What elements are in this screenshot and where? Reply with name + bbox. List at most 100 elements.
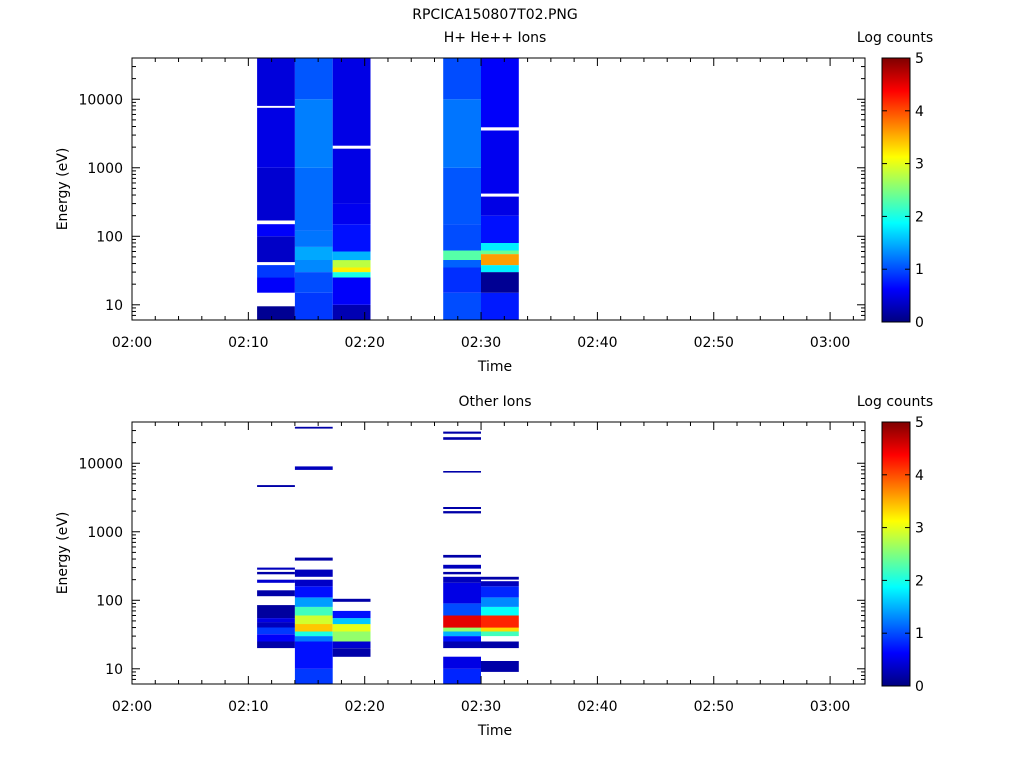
plot-frame: [131, 57, 866, 321]
x-tick-label: 02:50: [694, 699, 734, 715]
heatmap-cell: [332, 267, 371, 273]
y-axis: 10 100 1000 10000: [78, 421, 865, 685]
x-tick-label: 03:00: [810, 699, 850, 715]
heatmap-cell: [481, 242, 519, 251]
colorbar-tick-label: 2: [915, 573, 924, 589]
heatmap-cell: [332, 631, 371, 642]
heatmap-cell: [294, 586, 333, 598]
heatmap-cell: [481, 641, 519, 649]
y-tick-label: 10000: [78, 92, 123, 108]
x-axis-label: Time: [477, 723, 512, 739]
figure-title: RPCICA150807T02.PNG: [412, 7, 577, 23]
x-tick-label: 02:40: [577, 699, 617, 715]
heatmap-cell: [481, 58, 519, 128]
heatmap-cell: [332, 260, 371, 268]
heatmap-cell: [443, 250, 481, 260]
heatmap-cell: [332, 277, 371, 305]
heatmap-cell: [257, 236, 295, 263]
panel-h-he-ions: H+ He++ Ions 02:00 02:10 02:20 02:30 02:40 02…: [55, 30, 933, 375]
y-axis: 10 100 1000 10000: [78, 57, 865, 321]
heatmap-cell: [443, 437, 481, 440]
heatmap-cell: [443, 582, 481, 604]
heatmap-cell: [443, 668, 481, 684]
heatmap-cell: [443, 292, 481, 320]
heatmap-cell: [332, 58, 371, 146]
heatmap-cell: [294, 606, 333, 616]
heatmap-cell: [481, 576, 519, 580]
heatmap-cell: [257, 605, 295, 619]
heatmap-cell: [481, 597, 519, 607]
heatmap-cell: [294, 569, 333, 577]
heatmap-cell: [481, 292, 519, 320]
heatmap-cell: [257, 277, 295, 293]
heatmap-cell: [443, 576, 481, 583]
y-axis-label: Energy (eV): [55, 512, 71, 595]
heatmap-cell: [443, 507, 481, 509]
heatmap-cell: [481, 586, 519, 598]
heatmap-cell: [294, 631, 333, 637]
heatmap-cell: [481, 265, 519, 273]
heatmap-cell: [481, 661, 519, 672]
y-tick-label: 10: [105, 298, 123, 314]
heatmap-cell: [257, 567, 295, 570]
heatmap-cell: [332, 610, 371, 619]
x-axis: 02:00 02:10 02:20 02:30 02:40 02:50 03:00: [112, 422, 854, 715]
x-tick-label: 02:10: [228, 335, 268, 351]
colorbar-label: Log counts: [857, 394, 933, 410]
heatmap-cell: [257, 627, 295, 635]
colorbar-tick-label: 5: [915, 415, 924, 431]
x-axis-label: Time: [477, 359, 512, 375]
heatmap-cell: [443, 564, 481, 569]
heatmap-cell: [443, 636, 481, 642]
heatmap-cell: [481, 627, 519, 632]
heatmap-cell: [294, 557, 333, 561]
heatmap-cell: [332, 648, 371, 657]
heatmap-cell: [443, 603, 481, 616]
heatmap-cell: [257, 224, 295, 237]
y-tick-label: 10000: [78, 456, 123, 472]
colorbar-tick-label: 2: [915, 209, 924, 225]
heatmap-cell: [443, 431, 481, 434]
heatmap-cell: [332, 624, 371, 632]
heatmap-cell: [443, 571, 481, 575]
y-tick-label: 1000: [87, 161, 123, 177]
heatmap-cell: [443, 224, 481, 251]
colorbar-tick-label: 0: [915, 315, 924, 331]
heatmap-cell: [443, 99, 481, 168]
panel-title: Other Ions: [458, 394, 531, 410]
heatmap-cell: [332, 224, 371, 252]
colorbar-tick-label: 0: [915, 679, 924, 695]
x-tick-label: 02:40: [577, 335, 617, 351]
heatmap-cell: [294, 597, 333, 607]
x-tick-label: 02:20: [345, 699, 385, 715]
colorbar-tick-label: 1: [915, 262, 924, 278]
y-tick-label: 10: [105, 662, 123, 678]
heatmap-cell: [294, 58, 333, 100]
heatmap-cell: [332, 304, 371, 320]
x-tick-label: 02:10: [228, 699, 268, 715]
x-tick-label: 02:50: [694, 335, 734, 351]
heatmap-cell: [332, 148, 371, 204]
colorbar: [881, 421, 911, 687]
colorbar-tick-label: 5: [915, 51, 924, 67]
y-tick-label: 100: [96, 593, 123, 609]
heatmap-cell: [443, 641, 481, 649]
colorbar-ticks: 0 1 2 3 4 5: [882, 51, 924, 331]
heatmap-cell: [294, 167, 333, 231]
y-tick-label: 100: [96, 229, 123, 245]
heatmap-cell: [332, 251, 371, 261]
heatmap-cell: [443, 615, 481, 628]
heatmap-cell: [332, 641, 371, 649]
colorbar-tick-label: 4: [915, 468, 924, 484]
y-tick-label: 1000: [87, 525, 123, 541]
colorbar: [881, 57, 911, 323]
heatmap-cell: [294, 260, 333, 273]
heatmap-cell: [257, 58, 295, 106]
heatmap-cell: [443, 631, 481, 637]
heatmap-cell: [257, 590, 295, 597]
heatmap-cell: [332, 598, 371, 602]
colorbar-tick-label: 3: [915, 521, 924, 537]
colorbar-tick-label: 3: [915, 157, 924, 173]
heatmap-cell: [294, 246, 333, 260]
heatmap-cell: [481, 272, 519, 293]
